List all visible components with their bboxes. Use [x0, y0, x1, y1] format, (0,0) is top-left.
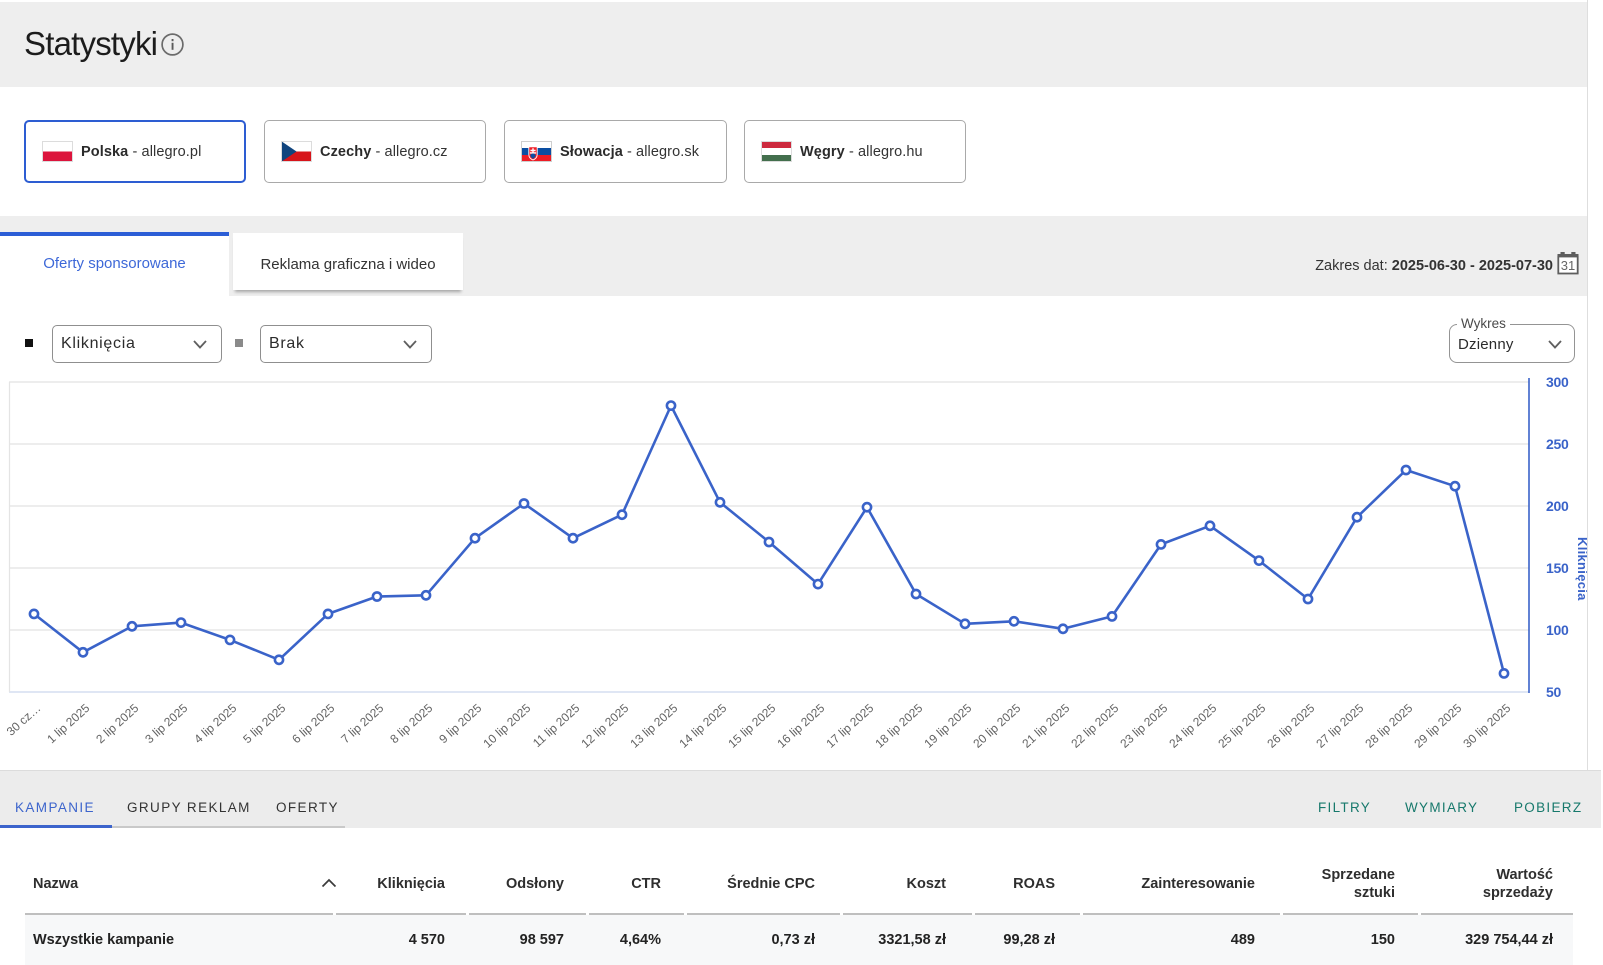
svg-text:31: 31	[1561, 258, 1575, 273]
